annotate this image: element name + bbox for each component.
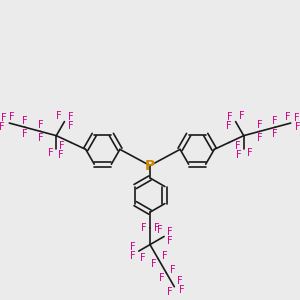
Text: F: F — [9, 112, 15, 122]
Text: F: F — [159, 273, 165, 283]
Text: F: F — [239, 111, 244, 121]
Text: F: F — [141, 224, 146, 233]
Text: F: F — [227, 112, 233, 122]
Text: F: F — [68, 112, 73, 122]
Text: F: F — [59, 141, 65, 151]
Text: F: F — [38, 133, 43, 143]
Text: F: F — [295, 122, 300, 133]
Text: F: F — [56, 111, 61, 121]
Text: F: F — [256, 120, 262, 130]
Text: F: F — [179, 285, 184, 295]
Text: F: F — [154, 224, 159, 233]
Text: F: F — [38, 120, 43, 130]
Text: F: F — [130, 242, 136, 252]
Text: F: F — [1, 113, 6, 123]
Text: F: F — [157, 225, 162, 235]
Text: F: F — [58, 149, 64, 160]
Text: F: F — [272, 129, 278, 139]
Text: F: F — [151, 259, 157, 269]
Text: F: F — [272, 116, 278, 126]
Text: F: F — [167, 236, 173, 246]
Text: F: F — [162, 251, 167, 261]
Text: F: F — [236, 149, 242, 160]
Text: F: F — [130, 250, 136, 260]
Text: F: F — [170, 265, 176, 275]
Text: F: F — [256, 133, 262, 143]
Text: F: F — [22, 116, 28, 126]
Text: F: F — [167, 287, 173, 297]
Text: F: F — [140, 253, 146, 262]
Text: F: F — [235, 141, 241, 151]
Text: F: F — [48, 148, 53, 158]
Text: F: F — [68, 121, 74, 131]
Text: F: F — [22, 129, 28, 139]
Text: F: F — [247, 148, 252, 158]
Text: F: F — [294, 113, 299, 123]
Text: F: F — [0, 122, 5, 133]
Text: F: F — [167, 227, 173, 237]
Text: F: F — [285, 112, 291, 122]
Text: P: P — [145, 159, 155, 172]
Text: F: F — [177, 277, 183, 286]
Text: F: F — [226, 121, 232, 131]
